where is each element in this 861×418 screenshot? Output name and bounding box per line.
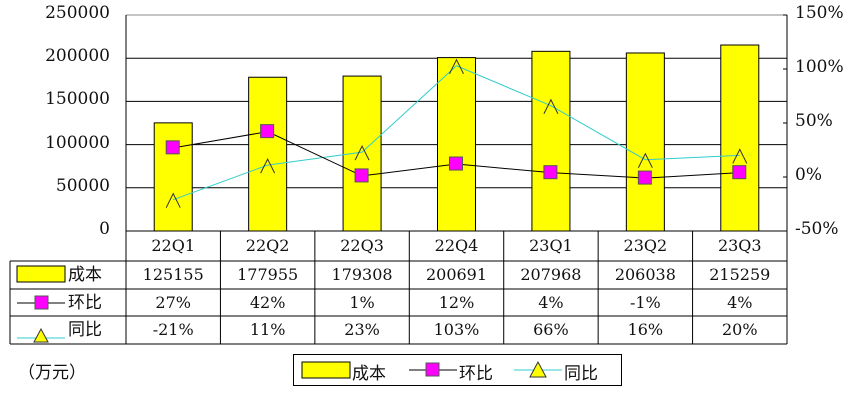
triangle-marker <box>732 148 748 164</box>
bar <box>625 52 665 232</box>
legend: 成本 环比 同比 <box>293 354 622 386</box>
table-cell: 206038 <box>614 265 676 284</box>
square-marker <box>354 168 369 183</box>
square-marker <box>637 170 652 185</box>
legend-item-yoy: 同比 <box>564 364 598 384</box>
legend-item-cost: 成本 <box>352 364 386 384</box>
right-tick: 0% <box>795 165 822 185</box>
bar <box>720 44 760 232</box>
category-label: 22Q2 <box>245 236 290 255</box>
right-tick: -50% <box>795 219 839 239</box>
table-cell: 200691 <box>425 265 488 284</box>
table-cell: -1% <box>629 293 661 312</box>
table-cell: 179308 <box>331 265 393 284</box>
triangle-marker <box>165 192 181 208</box>
table-cell: 27% <box>155 293 191 312</box>
triangle-marker <box>260 158 276 174</box>
triangle-marker <box>449 58 464 74</box>
table-cell: 23% <box>344 320 380 339</box>
left-tick: 0 <box>99 219 110 239</box>
right-tick: 100% <box>795 57 844 77</box>
row-label: 成本 <box>68 265 102 285</box>
table-cell: 42% <box>249 293 286 312</box>
right-tick: 50% <box>795 111 833 131</box>
table-cell: 103% <box>433 320 480 339</box>
table-cell: 20% <box>721 320 758 339</box>
left-tick: 150000 <box>45 89 110 110</box>
left-tick: 50000 <box>55 175 110 196</box>
triangle-marker <box>637 152 653 168</box>
right-tick: 150% <box>795 3 844 23</box>
table-cell: 4% <box>727 293 753 312</box>
category-label: 23Q1 <box>529 236 573 255</box>
square-marker <box>165 140 180 155</box>
bar <box>531 50 571 232</box>
left-tick: 200000 <box>45 46 110 67</box>
table-cell: -21% <box>152 320 194 339</box>
bar <box>248 76 288 232</box>
left-tick: 250000 <box>45 3 110 23</box>
row-label: 同比 <box>68 320 102 340</box>
unit-label: （万元） <box>18 363 86 383</box>
category-label: 22Q4 <box>434 236 479 255</box>
table-cell: 215259 <box>709 265 771 284</box>
triangle-marker <box>354 145 370 161</box>
table-cell: 66% <box>533 320 569 339</box>
bar <box>153 122 193 232</box>
category-label: 23Q2 <box>623 236 668 255</box>
row-label: 环比 <box>68 293 102 313</box>
legend-item-qoq: 环比 <box>459 364 493 384</box>
category-label: 23Q3 <box>717 236 762 255</box>
table-cell: 12% <box>438 293 475 312</box>
category-label: 22Q1 <box>151 236 196 255</box>
table-cell: 177955 <box>237 265 299 284</box>
square-marker <box>732 165 747 180</box>
table-cell: 11% <box>249 320 286 339</box>
square-marker <box>260 124 275 139</box>
table-cell: 1% <box>349 293 375 312</box>
table-cell: 16% <box>627 320 664 339</box>
left-tick: 100000 <box>45 132 110 153</box>
category-label: 22Q3 <box>340 236 384 255</box>
triangle-marker <box>543 98 559 114</box>
table-cell: 4% <box>538 293 564 312</box>
table-cell: 125155 <box>142 265 204 284</box>
square-marker <box>543 165 558 180</box>
bar <box>437 57 476 232</box>
table-cell: 207968 <box>520 265 582 284</box>
square-marker <box>449 156 463 171</box>
